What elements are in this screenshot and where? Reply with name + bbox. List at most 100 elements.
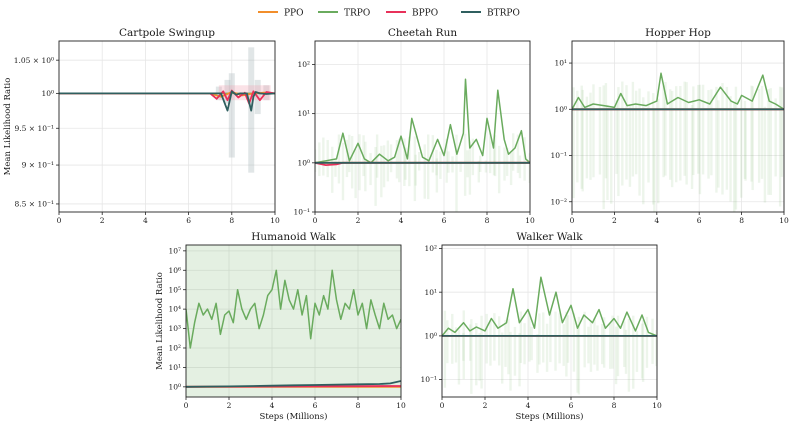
trpo-variance-spike	[462, 332, 465, 361]
trpo-variance-spike	[627, 319, 631, 392]
trpo-variance-spike	[518, 333, 521, 387]
trpo-variance-spike	[562, 324, 565, 366]
trpo-variance-band	[443, 310, 657, 395]
plot-area	[186, 245, 401, 397]
trpo-variance-spike	[528, 312, 531, 362]
trpo-variance-spike	[631, 81, 635, 177]
panel-title: Walker Walk	[516, 231, 583, 243]
x-tick-label: 4	[399, 216, 404, 225]
panel-humanoid-walk: 0 2 4 6 8 10 10⁰ 10¹ 10² 10³ 10⁴ 10⁵ 10⁶ 10⁷ Humanoid …	[155, 231, 406, 422]
trpo-variance-spike	[565, 311, 568, 377]
x-tick-label: 10	[652, 401, 662, 410]
x-tick-label: 8	[229, 216, 234, 225]
trpo-variance-spike	[774, 98, 777, 177]
x-tick-label: 2	[356, 216, 361, 225]
legend-label-bppo: BPPO	[412, 9, 438, 19]
trpo-variance-spike	[572, 87, 575, 199]
trpo-variance-spike	[750, 85, 753, 182]
trpo-variance-spike	[423, 144, 426, 199]
x-tick-label: 4	[270, 401, 275, 410]
trpo-variance-spike	[757, 88, 761, 183]
trpo-variance-spike	[583, 311, 586, 368]
trpo-variance-spike	[593, 318, 596, 365]
trpo-variance-spike	[751, 86, 754, 191]
trpo-variance-spike	[315, 149, 317, 172]
trpo-variance-spike	[566, 315, 570, 363]
trpo-variance-spike	[501, 332, 504, 384]
trpo-variance-spike	[669, 89, 672, 180]
panel-cheetah-run: 0 2 4 6 8 10 10⁻¹ 10⁰ 10¹ 10² Cheetah Run	[293, 27, 535, 225]
x-tick-label: 10	[270, 216, 280, 225]
series-btrpo-line	[186, 380, 401, 388]
trpo-variance-spike	[647, 91, 650, 183]
trpo-variance-spike	[466, 150, 469, 178]
y-tick-label: 10⁴	[168, 305, 181, 314]
trpo-variance-spike	[463, 133, 467, 196]
trpo-variance-spike	[523, 323, 526, 365]
panel-cartpole-swingup: 0 2 4 6 8 10 8.5 × 10⁻¹ 9 × 10⁻¹ 9.5 × 10⁻¹ 10⁰ 1.…	[3, 27, 280, 225]
trpo-variance-spike	[493, 135, 497, 177]
trpo-variance-spike	[459, 161, 462, 172]
trpo-variance-spike	[507, 318, 510, 375]
plot-area	[59, 47, 275, 173]
trpo-variance-spike	[657, 98, 660, 204]
x-tick-label: 2	[612, 216, 617, 225]
trpo-variance-spike	[380, 145, 383, 198]
trpo-variance-spike	[734, 86, 738, 210]
trpo-variance-spike	[580, 85, 583, 189]
trpo-variance-spike	[408, 136, 411, 187]
x-axis-label: Steps (Millions)	[260, 411, 328, 422]
trpo-variance-spike	[536, 334, 539, 373]
trpo-variance-spike	[715, 86, 718, 193]
trpo-variance-spike	[488, 133, 492, 174]
trpo-variance-spike	[625, 85, 628, 180]
trpo-variance-spike	[760, 85, 764, 179]
trpo-variance-spike	[780, 87, 784, 177]
y-tick-label: 10⁰	[424, 331, 437, 340]
trpo-variance-spike	[634, 90, 638, 175]
y-tick-label: 8.5 × 10⁻¹	[15, 200, 55, 209]
plot-area	[572, 72, 784, 212]
trpo-variance-spike	[331, 146, 334, 193]
trpo-variance-spike	[611, 315, 614, 369]
y-tick-label: 10²	[297, 60, 310, 69]
x-tick-label: 2	[483, 401, 488, 410]
panel-title: Cartpole Swingup	[119, 27, 215, 39]
trpo-variance-spike	[640, 323, 644, 379]
trpo-variance-spike	[451, 313, 454, 364]
trpo-variance-spike	[592, 84, 595, 178]
y-tick-label: 9 × 10⁻¹	[22, 161, 54, 170]
trpo-variance-spike	[446, 320, 449, 364]
trpo-variance-spike	[497, 145, 501, 194]
trpo-variance-spike	[322, 137, 325, 176]
trpo-variance-spike	[334, 159, 337, 177]
trpo-variance-spike	[645, 316, 649, 368]
trpo-variance-spike	[516, 134, 520, 173]
trpo-variance-spike	[509, 152, 513, 186]
panel-title: Cheetah Run	[388, 27, 457, 39]
y-tick-label: 9.5 × 10⁻¹	[15, 124, 55, 133]
trpo-variance-spike	[602, 85, 605, 210]
axes-frame	[185, 244, 402, 398]
trpo-variance-spike	[692, 86, 695, 176]
trpo-variance-spike	[710, 89, 713, 176]
y-tick-label: 10⁰	[297, 158, 310, 167]
trpo-variance-spike	[635, 330, 639, 372]
trpo-variance-spike	[468, 324, 472, 361]
trpo-variance-spike	[478, 332, 481, 381]
baseline-variance-band	[215, 47, 271, 173]
x-tick-label: 6	[442, 216, 447, 225]
trpo-variance-spike	[585, 96, 589, 179]
y-tick-label: 10²	[424, 244, 437, 253]
trpo-variance-spike	[778, 86, 782, 207]
trpo-variance-spike	[617, 87, 620, 197]
panel-walker-walk: 0 2 4 6 8 10 10⁻¹ 10⁰ 10¹ 10² Walker Walk Steps (Mi…	[420, 231, 662, 422]
trpo-variance-spike	[413, 136, 417, 202]
trpo-variance-spike	[733, 102, 736, 212]
trpo-variance-spike	[345, 139, 349, 178]
x-tick-label: 4	[654, 216, 659, 225]
trpo-variance-spike	[530, 326, 533, 361]
trpo-variance-spike	[374, 147, 377, 206]
y-tick-label: 10⁵	[168, 285, 181, 294]
trpo-variance-spike	[690, 105, 694, 189]
